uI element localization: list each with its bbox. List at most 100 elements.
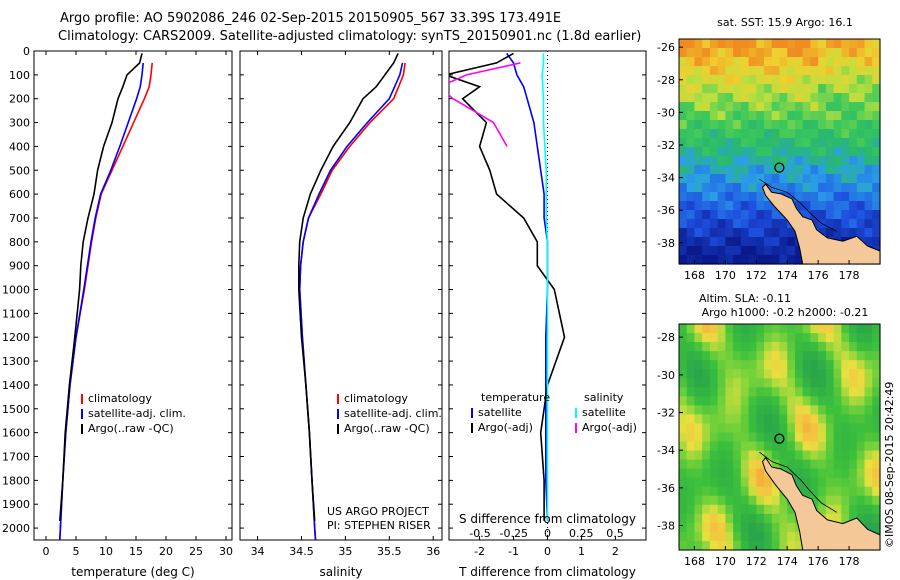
map-cell: [787, 432, 796, 443]
map-cell: [856, 459, 866, 470]
map-cell: [733, 414, 742, 425]
map-cell: [779, 156, 788, 166]
map-cell: [787, 414, 796, 425]
legend-label: climatology: [88, 392, 152, 405]
map-cell: [709, 39, 719, 49]
map-cell: [702, 228, 711, 238]
map-cell: [764, 441, 773, 452]
map-cell: [856, 387, 866, 397]
map-cell: [802, 138, 812, 148]
map-cell: [725, 75, 734, 85]
map-cell: [740, 39, 750, 49]
map-cell: [686, 378, 696, 388]
map-cell: [694, 333, 703, 343]
map-cell: [717, 441, 726, 452]
legend-label: satellite-adj. clim.: [344, 407, 442, 420]
depth-tick-label: 1200: [2, 331, 30, 344]
map-cell: [717, 210, 726, 220]
map-cell: [864, 237, 873, 247]
map-cell: [702, 351, 711, 361]
map-cell: [794, 333, 804, 343]
map-cell: [818, 342, 827, 352]
map-cell: [694, 183, 703, 193]
map-cell: [779, 522, 788, 533]
map-cell: [794, 540, 804, 551]
map-cell: [856, 156, 866, 166]
map-cell: [818, 441, 827, 452]
map-cell: [833, 138, 842, 148]
map-cell: [725, 369, 734, 379]
map-cell: [864, 192, 873, 202]
map-cell: [787, 57, 796, 67]
map-cell: [679, 450, 688, 461]
map-cell: [771, 228, 781, 238]
map-cell: [864, 57, 873, 67]
map-cell: [756, 513, 765, 524]
map-cell: [864, 129, 873, 139]
s-diff-tick-label: 0.25: [569, 527, 594, 540]
map-cell: [694, 468, 703, 479]
map-cell: [787, 369, 796, 379]
map-cell: [872, 360, 881, 370]
figure-title-line-1: Argo profile: AO 5902086_246 02-Sep-2015…: [60, 11, 562, 26]
map-cell: [694, 192, 703, 202]
map-cell: [740, 432, 750, 443]
map-cell: [771, 39, 781, 49]
map-cell: [810, 324, 819, 334]
map-cell: [810, 459, 819, 470]
map-cell: [810, 165, 819, 175]
map-cell: [771, 210, 781, 220]
map-cell: [856, 405, 866, 415]
map-cell: [864, 219, 873, 229]
map-cell: [872, 174, 881, 184]
map-cell: [841, 360, 850, 370]
map-cell: [794, 531, 804, 542]
map-cell: [825, 378, 835, 388]
map-cell: [810, 423, 819, 434]
map-cell: [764, 360, 773, 370]
map-cell: [787, 192, 796, 202]
map-cell: [740, 48, 750, 58]
map-cell: [825, 111, 835, 121]
map-cell: [849, 477, 858, 488]
map-cell: [756, 147, 765, 157]
map-cell: [756, 333, 765, 343]
map-cell: [841, 333, 850, 343]
map-cell: [872, 513, 881, 524]
map-cell: [748, 39, 757, 49]
map-cell: [756, 93, 765, 103]
map-cell: [849, 57, 858, 67]
map-cell: [694, 75, 703, 85]
map-cell: [702, 156, 711, 166]
map-cell: [702, 39, 711, 49]
map-cell: [833, 459, 842, 470]
salinity-tick-label: 35: [338, 545, 352, 558]
map-cell: [748, 531, 757, 542]
map-cell: [733, 255, 742, 265]
map-cell: [787, 138, 796, 148]
map-cell: [818, 369, 827, 379]
map-cell: [709, 378, 719, 388]
map-cell: [679, 522, 688, 533]
map-lat-label: -30: [657, 106, 675, 119]
map-cell: [702, 174, 711, 184]
map-cell: [794, 120, 804, 130]
map-cell: [733, 147, 742, 157]
map-cell: [709, 396, 719, 406]
float-position-marker: [774, 433, 785, 444]
map-cell: [740, 333, 750, 343]
legend-temperature-heading: temperature: [481, 391, 550, 404]
map-cell: [694, 129, 703, 139]
map-cell: [771, 93, 781, 103]
map-cell: [756, 75, 765, 85]
depth-tick-label: 800: [9, 236, 30, 249]
map-cell: [849, 387, 858, 397]
map-cell: [841, 48, 850, 58]
map-cell: [779, 360, 788, 370]
map-cell: [756, 48, 765, 58]
map-cell: [756, 342, 765, 352]
map-cell: [841, 387, 850, 397]
map-cell: [841, 441, 850, 452]
map-cell: [725, 423, 734, 434]
map-cell: [818, 504, 827, 515]
